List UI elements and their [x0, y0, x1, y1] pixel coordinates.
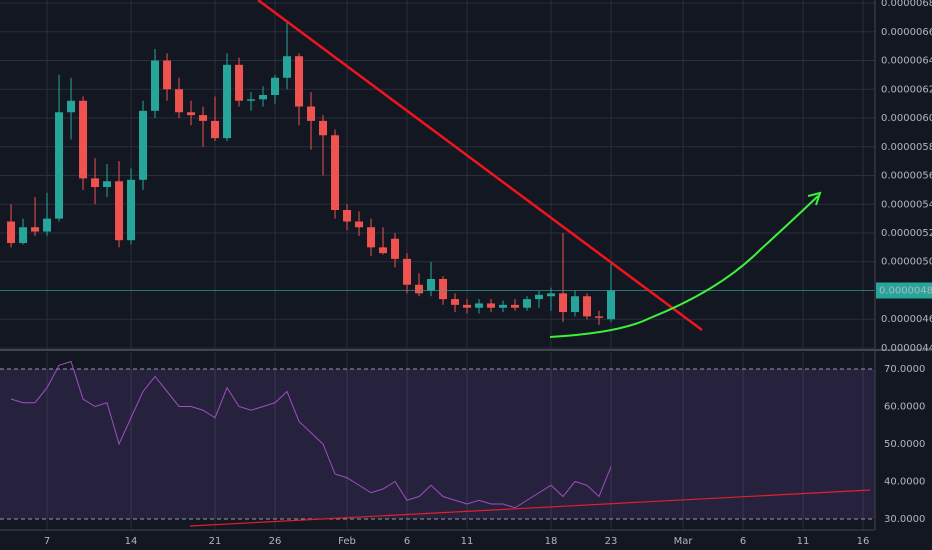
- candle-body: [175, 89, 184, 113]
- candle-body: [199, 115, 208, 121]
- x-tick-label: 14: [125, 536, 138, 547]
- candle-body: [127, 179, 136, 241]
- candle-body: [163, 60, 172, 90]
- candle-body: [211, 120, 220, 139]
- candle-body: [379, 247, 388, 254]
- candle-body: [43, 218, 52, 232]
- candle-body: [487, 303, 496, 308]
- candle-body: [91, 178, 100, 188]
- candle-body: [319, 120, 328, 136]
- projection-curve: [549, 195, 819, 338]
- candle-body: [115, 181, 124, 241]
- x-tick-label: 6: [740, 536, 746, 547]
- x-tick-label: 16: [857, 536, 870, 547]
- candle-body: [283, 56, 292, 78]
- rsi-band: [0, 368, 875, 520]
- candle-body: [103, 181, 112, 188]
- x-tick-label: 11: [797, 536, 810, 547]
- candle-body: [7, 221, 16, 244]
- projection-arrow: [807, 191, 822, 206]
- candle-body: [571, 296, 580, 313]
- y-tick-label: 40.0000: [884, 477, 925, 488]
- candle-body: [475, 303, 484, 308]
- candle-body: [31, 227, 40, 232]
- x-tick-label: 7: [44, 536, 50, 547]
- x-tick-label: 23: [605, 536, 618, 547]
- last-price-box: [876, 282, 932, 299]
- candle-body: [79, 100, 88, 179]
- candle-body: [151, 60, 160, 111]
- candle-body: [223, 64, 232, 139]
- x-tick-label: 6: [404, 536, 410, 547]
- candle-body: [247, 99, 256, 101]
- candle-body: [463, 304, 472, 308]
- y-tick-label: 30.0000: [884, 514, 925, 525]
- candle-body: [607, 290, 616, 320]
- candle-body: [595, 316, 604, 318]
- x-tick-label: Mar: [674, 536, 694, 547]
- candle-body: [499, 304, 508, 308]
- rsi-line: [10, 360, 612, 509]
- rsi-trend-line: [189, 489, 871, 527]
- y-tick-label: 60.0000: [884, 401, 925, 412]
- candle-body: [271, 77, 280, 96]
- last-price-label: 0.00000480: [879, 285, 932, 296]
- candle-body: [259, 95, 268, 100]
- candle-body: [439, 278, 448, 300]
- x-tick-label: 26: [269, 536, 282, 547]
- candle-body: [187, 112, 196, 116]
- candle-body: [391, 238, 400, 259]
- candle-body: [139, 110, 148, 180]
- candle-body: [523, 299, 532, 308]
- x-tick-label: 21: [209, 536, 222, 547]
- y-tick-label: 50.0000: [884, 439, 925, 450]
- candle-body: [67, 100, 76, 113]
- candle-body: [511, 304, 520, 308]
- candle-body: [235, 64, 244, 101]
- candle-body: [343, 210, 352, 222]
- candle-body: [367, 227, 376, 248]
- candle-body: [427, 278, 436, 291]
- candle-body: [535, 294, 544, 300]
- candle-body: [583, 296, 592, 317]
- candle-body: [19, 227, 28, 244]
- candle-body: [559, 293, 568, 313]
- x-tick-label: 18: [545, 536, 558, 547]
- candle-body: [55, 112, 64, 219]
- candle-body: [295, 56, 304, 107]
- y-tick-label: 70.0000: [884, 364, 925, 375]
- candle-body: [547, 293, 556, 297]
- candle-body: [451, 299, 460, 305]
- candle-body: [355, 221, 364, 228]
- candle-body: [307, 106, 316, 121]
- x-tick-label: Feb: [338, 536, 356, 547]
- trend-line: [257, 0, 703, 332]
- candle-body: [403, 258, 412, 285]
- x-tick-label: 11: [461, 536, 474, 547]
- candle-body: [331, 135, 340, 210]
- candle-body: [415, 284, 424, 294]
